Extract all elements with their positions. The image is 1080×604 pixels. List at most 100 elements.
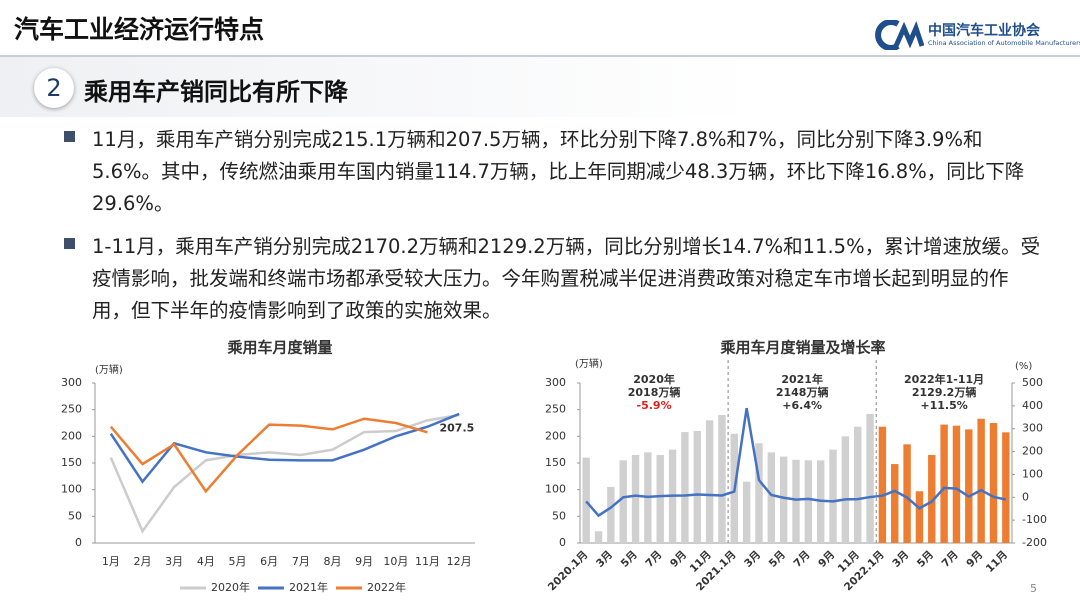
bar <box>977 418 985 543</box>
x-tick-label: 2020.1月 <box>546 549 591 594</box>
x-tick-label: 12月 <box>447 555 472 568</box>
bar <box>767 452 776 543</box>
y-tick-label: 0 <box>1022 490 1029 503</box>
x-tick-label: 11月 <box>984 549 1010 575</box>
y-tick-label: 100 <box>1022 467 1043 480</box>
annotation: 2020年 <box>633 372 675 386</box>
bar <box>705 420 714 543</box>
bar <box>940 424 948 543</box>
bar <box>619 460 627 543</box>
y-tick-label: 150 <box>61 456 82 469</box>
legend-label: 2022年 <box>367 580 406 594</box>
x-tick-label: 3月 <box>165 555 183 568</box>
bar <box>631 455 640 543</box>
x-tick-label: 11月 <box>415 555 440 568</box>
logo-cn: 中国汽车工业协会 <box>928 23 1040 39</box>
y-tick-label: 300 <box>61 376 82 389</box>
y-tick-label: 50 <box>552 509 566 522</box>
bar <box>915 491 924 543</box>
bar <box>681 432 689 543</box>
y-tick-label: 0 <box>559 536 566 549</box>
y-tick-label: 50 <box>68 509 82 522</box>
x-tick-label: 3月 <box>594 549 615 570</box>
y-tick-label: 150 <box>545 456 566 469</box>
y-tick-label: 200 <box>1022 445 1043 458</box>
legend-label: 2020年 <box>211 580 250 594</box>
annotation: +6.4% <box>782 399 822 412</box>
section-title: 乘用车产销同比有所下降 <box>84 78 348 106</box>
y-tick-label: -100 <box>1022 513 1047 526</box>
x-tick-label: 5月 <box>229 555 247 568</box>
x-tick-label: 5月 <box>767 549 788 570</box>
bar <box>607 487 615 543</box>
bar <box>1002 432 1010 543</box>
legend-label: 2021年 <box>289 580 328 594</box>
bar <box>903 444 911 543</box>
logo-icon <box>875 20 924 50</box>
line <box>109 417 428 494</box>
bar <box>718 415 726 543</box>
bar <box>804 460 813 543</box>
annotation: 2129.2万辆 <box>912 385 976 399</box>
bar <box>878 426 887 543</box>
x-tick-label: 8月 <box>324 555 342 568</box>
bar <box>792 459 800 543</box>
y-tick-label: 100 <box>545 483 566 496</box>
y-axis-label: (万辆) <box>575 357 603 370</box>
x-tick-label: 9月 <box>355 555 373 568</box>
annotation: 2022年1-11月 <box>904 372 984 386</box>
header-title: 汽车工业经济运行特点 <box>14 15 265 44</box>
x-tick-label: 7月 <box>292 555 310 568</box>
bar <box>989 423 998 543</box>
x-tick-label: 10月 <box>383 555 408 568</box>
bar <box>594 531 603 543</box>
bar <box>965 429 973 543</box>
x-tick-label: 2月 <box>134 555 152 568</box>
x-tick-label: 1月 <box>102 555 120 568</box>
x-tick-label: 4月 <box>197 555 215 568</box>
bar <box>891 464 899 543</box>
bar <box>755 443 763 543</box>
y-tick-label: 200 <box>61 429 82 442</box>
bar <box>928 455 936 543</box>
bar <box>841 436 850 543</box>
bullet-mark <box>64 238 75 249</box>
x-tick-label: 6月 <box>260 555 278 568</box>
x-tick-label: 9月 <box>964 549 985 570</box>
annotation: 2021年 <box>781 372 823 386</box>
y-axis-label: (万辆) <box>95 363 123 376</box>
bullet-text: 1-11月，乘用车产销分别完成2170.2万辆和2129.2万辆，同比分别增长1… <box>92 235 1041 322</box>
x-tick-label: 5月 <box>619 549 640 570</box>
bar <box>693 431 701 543</box>
bullet-mark <box>64 131 75 142</box>
logo-en: China Association of Automobile Manufact… <box>928 39 1080 47</box>
bullet-text: 11月，乘用车产销分别完成215.1万辆和207.5万辆，环比分别下降7.8%和… <box>92 128 1025 215</box>
bar <box>779 456 788 543</box>
y-tick-label: 250 <box>545 403 566 416</box>
x-tick-label: 9月 <box>668 549 689 570</box>
bar <box>866 413 874 543</box>
annotation: +11.5% <box>920 399 967 412</box>
y-tick-label: 300 <box>545 376 566 389</box>
page-number: 5 <box>1030 582 1037 595</box>
x-tick-label: 7月 <box>792 549 813 570</box>
header-rule <box>0 55 1080 57</box>
x-tick-label: 9月 <box>816 549 837 570</box>
y-tick-label: 200 <box>545 429 566 442</box>
bar <box>829 449 837 543</box>
bar <box>582 457 590 543</box>
section-band <box>0 57 1080 117</box>
bar <box>952 425 961 543</box>
annotation: 2018万辆 <box>628 385 681 399</box>
line <box>585 407 1007 518</box>
bar <box>656 455 664 543</box>
x-tick-label: 7月 <box>940 549 961 570</box>
annotation: -5.9% <box>637 399 672 412</box>
x-tick-label: 3月 <box>890 549 911 570</box>
y-tick-label: 300 <box>1022 422 1043 435</box>
bar <box>854 426 862 543</box>
y-tick-label: 400 <box>1022 399 1043 412</box>
data-label: 207.5 <box>440 421 475 434</box>
